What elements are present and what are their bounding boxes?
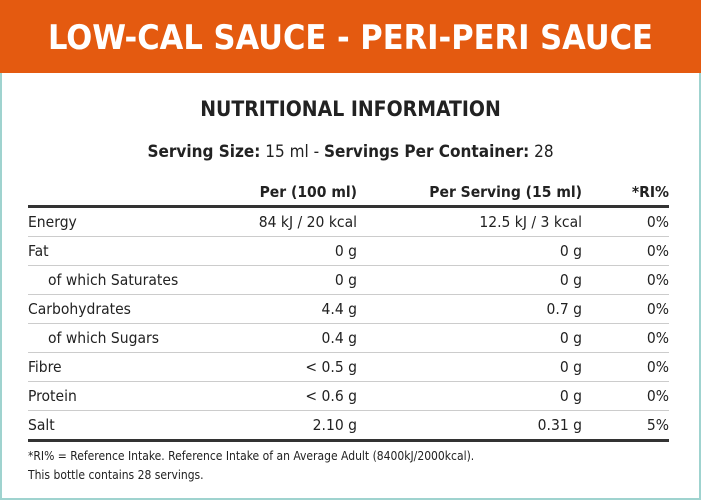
servings-per-container-label: Servings Per Container: [323,142,530,162]
nutrient-name: Fibre [28,352,238,382]
page-title: NUTRITIONAL INFORMATION [200,97,501,121]
per-serving-value: 0.31 g [357,410,582,442]
per-100-value: 0.4 g [238,323,357,353]
table-row: Carbohydrates 4.4 g 0.7 g 0% [28,294,669,324]
table-row: Energy 84 kJ / 20 kcal 12.5 kJ / 3 kcal 0% [28,206,669,237]
per-100-value: 4.4 g [238,294,357,324]
ri-value: 0% [582,352,669,382]
header-ri: *RI% [582,178,669,208]
per-serving-value: 0 g [357,323,582,353]
per-serving-value: 0 g [357,352,582,382]
serving-size-label: Serving Size: [147,142,261,162]
per-100-value: < 0.6 g [238,381,357,411]
table-header: Per (100 ml) Per Serving (15 ml) *RI% [28,178,669,208]
per-100-value: 0 g [238,236,357,266]
header-nutrient [28,178,238,208]
ri-value: 0% [582,323,669,353]
per-100-value: 84 kJ / 20 kcal [238,206,357,237]
serving-info: Serving Size: 15 ml - Servings Per Conta… [0,142,701,162]
per-serving-value: 0.7 g [357,294,582,324]
nutrient-name: Fat [28,236,238,266]
nutrition-table: Per (100 ml) Per Serving (15 ml) *RI% En… [28,178,669,442]
footnote: *RI% = Reference Intake. Reference Intak… [28,447,474,485]
ri-value: 0% [582,381,669,411]
per-100-value: 2.10 g [238,410,357,442]
ri-value: 0% [582,294,669,324]
header-per-100: Per (100 ml) [238,178,357,208]
nutrient-name: Protein [28,381,238,411]
per-100-value: 0 g [238,265,357,295]
per-serving-value: 0 g [357,265,582,295]
table-row: Salt 2.10 g 0.31 g 5% [28,410,669,442]
per-serving-value: 0 g [357,381,582,411]
ri-value: 0% [582,265,669,295]
nutrient-name: Energy [28,206,238,237]
nutrient-name: Salt [28,410,238,442]
header-per-serving: Per Serving (15 ml) [357,178,582,208]
footnote-ri: *RI% = Reference Intake. Reference Intak… [28,449,475,463]
nutrient-name: of which Sugars [28,323,238,353]
per-100-value: < 0.5 g [238,352,357,382]
ri-value: 5% [582,410,669,442]
nutrient-name: Carbohydrates [28,294,238,324]
servings-per-container-value: 28 [534,142,554,162]
ri-value: 0% [582,206,669,237]
nutrient-name: of which Saturates [28,265,238,295]
serving-size-value: 15 ml - [265,142,320,162]
ri-value: 0% [582,236,669,266]
product-banner: LOW-CAL SAUCE - PERI-PERI SAUCE [0,0,701,73]
per-serving-value: 12.5 kJ / 3 kcal [357,206,582,237]
per-serving-value: 0 g [357,236,582,266]
footnote-servings: This bottle contains 28 servings. [28,468,204,482]
